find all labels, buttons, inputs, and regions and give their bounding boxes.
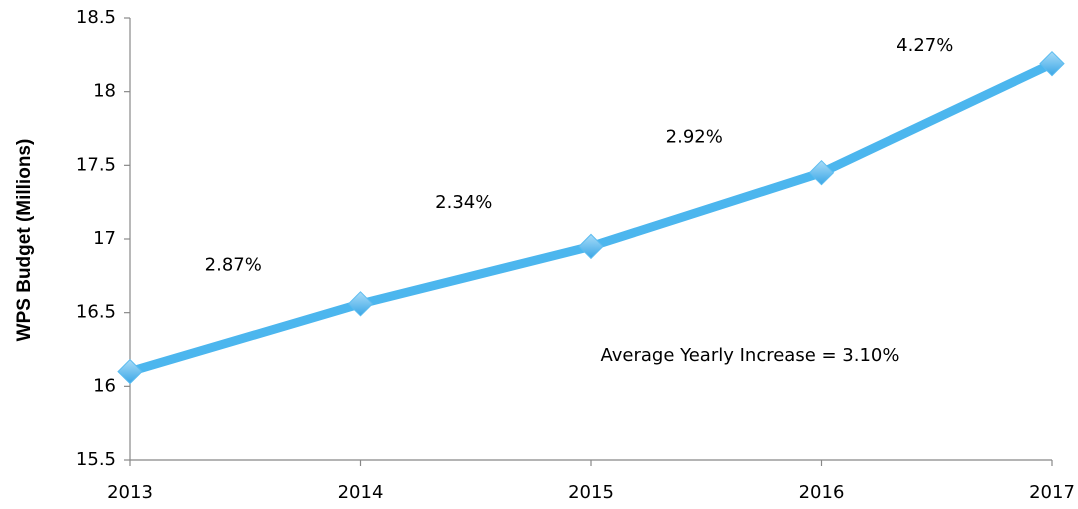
y-tick-label: 18.5: [76, 7, 116, 28]
x-tick-label: 2016: [799, 482, 845, 503]
point: [808, 159, 835, 186]
annotation: 2.87%: [205, 255, 262, 276]
y-tick-label: 17: [93, 228, 116, 249]
point: [347, 291, 374, 317]
point: [1039, 50, 1065, 77]
y-tick-label: 16.5: [76, 302, 116, 323]
y-tick-label: 17.5: [76, 154, 116, 175]
x-tick-label: 2015: [568, 482, 614, 503]
y-axis-label: WPS Budget (Millions): [14, 139, 35, 342]
y-tick-label: 16: [93, 375, 116, 396]
annotation: 4.27%: [896, 35, 953, 56]
x-tick-label: 2017: [1029, 482, 1075, 503]
annotation: 2.34%: [435, 192, 492, 213]
x-tick-label: 2014: [338, 482, 384, 503]
x-tick-label: 2013: [107, 482, 153, 503]
note: Average Yearly Increase = 3.10%: [600, 345, 899, 366]
point: [117, 358, 143, 385]
point: [578, 233, 604, 260]
annotation: 2.92%: [666, 127, 723, 148]
series-line: [128, 59, 1054, 376]
y-tick-label: 15.5: [76, 449, 116, 470]
y-tick-label: 18: [93, 81, 116, 102]
